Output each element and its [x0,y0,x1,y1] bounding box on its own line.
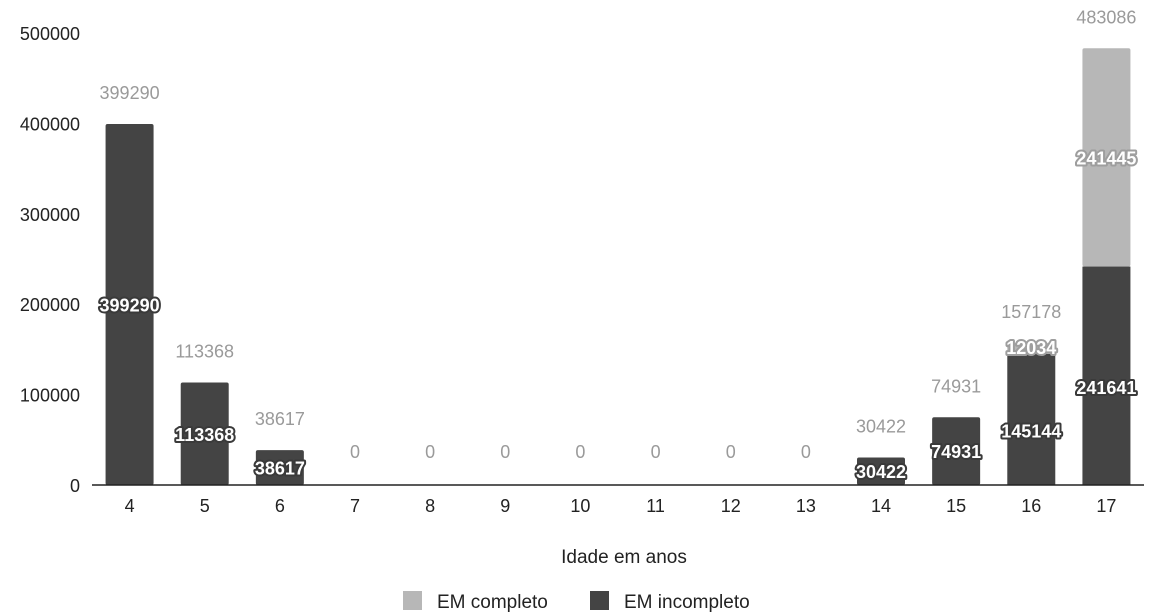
x-tick-label: 17 [1096,496,1116,516]
total-label: 30422 [856,416,906,436]
segment-labels: 399290 113368 38617 30422 74931 145144 12034 24… [98,146,1139,484]
x-tick-label: 7 [350,496,360,516]
bar-segment-em-completo-16 [1007,342,1056,354]
bar-segment-em-incompleto-15 [932,417,981,485]
data-label: 38617 [255,459,305,479]
data-label: 113368 [175,425,234,445]
legend-label-em-completo: EM completo [437,592,548,613]
x-tick-label: 13 [796,496,816,516]
legend: EM completo EM incompleto [403,591,750,613]
x-tick-label: 16 [1021,496,1041,516]
y-tick-label: 500000 [20,24,80,44]
legend-swatch-em-incompleto [590,591,609,610]
data-label: 145144 [1001,421,1061,441]
total-label: 483086 [1076,7,1136,27]
x-tick-label: 5 [200,496,210,516]
y-tick-label: 0 [70,476,80,496]
x-tick-label: 14 [871,496,891,516]
total-label: 113368 [175,342,234,362]
x-tick-label: 11 [646,496,665,516]
total-label: 0 [425,442,435,462]
data-label: 399290 [100,296,160,316]
total-label: 0 [651,442,661,462]
y-axis: 0 100000 200000 300000 400000 500000 [20,24,80,496]
data-label: 241641 [1076,378,1136,398]
legend-swatch-em-completo [403,591,422,610]
total-label: 399290 [100,83,160,103]
x-axis: 4 5 6 7 8 9 10 11 12 13 14 15 16 17 [125,496,1117,516]
data-label: 12034 [1006,338,1056,358]
y-tick-label: 300000 [20,205,80,225]
x-tick-label: 10 [570,496,590,516]
legend-label-em-incompleto: EM incompleto [624,592,750,613]
total-label: 0 [726,442,736,462]
bar-segment-em-incompleto-4 [105,124,154,485]
x-tick-label: 4 [125,496,135,516]
bar-segment-em-incompleto-14 [857,457,905,485]
x-tick-label: 15 [946,496,966,516]
total-labels: 399290 113368 38617 0 0 0 0 0 0 0 30422 74931 157178… [100,7,1137,462]
data-label: 30422 [856,462,906,482]
x-axis-title: Idade em anos [561,547,687,568]
y-tick-label: 100000 [20,386,80,406]
total-label: 0 [801,442,811,462]
x-tick-label: 6 [275,496,285,516]
x-tick-label: 9 [500,496,510,516]
bar-segment-em-incompleto-16 [1007,353,1056,485]
total-label: 0 [350,442,360,462]
bar-segment-em-incompleto-6 [255,450,304,485]
bar-segment-em-incompleto-17 [1082,266,1131,485]
x-tick-label: 8 [425,496,435,516]
y-tick-label: 200000 [20,295,80,315]
x-tick-label: 12 [721,496,741,516]
total-label: 0 [500,442,510,462]
total-label: 38617 [255,409,305,429]
bar-segment-em-incompleto-5 [180,382,229,485]
y-tick-label: 400000 [20,114,80,134]
data-label: 241445 [1076,148,1136,168]
bars [105,48,1131,485]
total-label: 157178 [1001,302,1061,322]
bar-segment-em-completo-17 [1082,48,1131,267]
data-label: 74931 [931,442,981,462]
total-label: 0 [575,442,585,462]
total-label: 74931 [931,376,981,396]
